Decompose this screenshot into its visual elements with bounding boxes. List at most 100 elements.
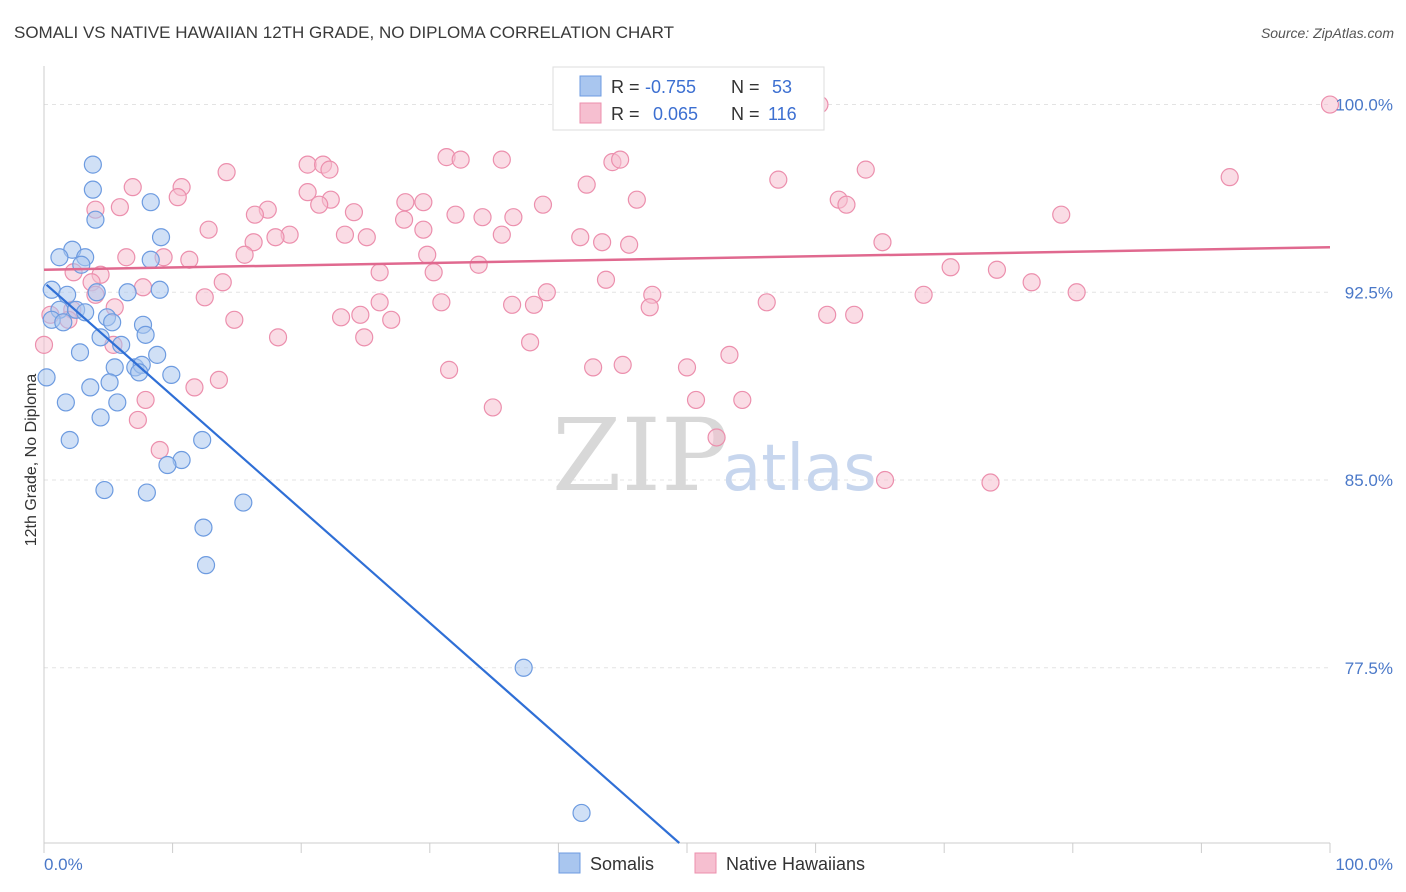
native-hawaiian-point bbox=[640, 298, 659, 317]
native-hawaiian-point bbox=[613, 355, 632, 374]
native-hawaiian-point bbox=[185, 378, 204, 397]
native-hawaiian-point bbox=[1220, 168, 1239, 187]
native-hawaiian-point bbox=[357, 228, 376, 247]
x-tick-labels: 0.0% 100.0% bbox=[44, 855, 1393, 874]
somali-point bbox=[112, 335, 131, 354]
native-hawaiian-point bbox=[123, 178, 142, 197]
native-hawaiian-point bbox=[128, 410, 147, 430]
native-hawaiian-point bbox=[117, 248, 136, 267]
legend-somali-n-value: 53 bbox=[772, 77, 792, 97]
native-hawaiian-point bbox=[298, 183, 317, 202]
native-hawaiian-point bbox=[370, 293, 389, 312]
native-hawaiian-point bbox=[914, 285, 933, 304]
native-hawaiian-point bbox=[492, 225, 511, 244]
native-hawaiian-point bbox=[424, 263, 443, 282]
native-hawaiian-point bbox=[503, 295, 522, 314]
native-hawaiian-point bbox=[596, 270, 616, 289]
somali-point bbox=[151, 228, 171, 247]
native-hawaiian-point bbox=[677, 358, 697, 377]
native-hawaiian-point bbox=[370, 263, 389, 282]
native-hawaiian-point bbox=[981, 473, 1000, 492]
native-hawaiian-point bbox=[469, 255, 488, 274]
native-hawaiian-point bbox=[571, 228, 590, 247]
y-tick-label: 77.5% bbox=[1345, 659, 1393, 678]
native-hawaiian-point bbox=[524, 295, 544, 314]
native-hawaiian-point bbox=[310, 195, 329, 214]
native-hawaiian-point bbox=[355, 328, 374, 347]
native-hawaiian-point bbox=[235, 245, 254, 264]
legend-somali-r-label: R = bbox=[611, 77, 640, 97]
native-hawaiian-point bbox=[1320, 95, 1340, 114]
native-hawaiian-point bbox=[110, 198, 129, 217]
native-hawaiian-point bbox=[818, 305, 837, 324]
native-hawaiian-point bbox=[180, 250, 199, 269]
somali-point bbox=[148, 345, 167, 364]
native-hawaiian-point bbox=[537, 283, 556, 302]
somali-point bbox=[58, 285, 77, 304]
somali-point bbox=[137, 483, 156, 502]
y-tick-label: 92.5% bbox=[1345, 283, 1393, 302]
x-tick-label-max: 100.0% bbox=[1335, 855, 1393, 874]
legend-somali-n-label: N = bbox=[731, 77, 760, 97]
somali-point bbox=[103, 313, 122, 332]
native-hawaiian-point bbox=[845, 305, 864, 324]
native-hawaiian-point bbox=[720, 345, 739, 364]
native-hawaiian-point bbox=[225, 310, 244, 329]
native-hawaiian-point bbox=[446, 205, 465, 224]
somali-point bbox=[81, 378, 100, 397]
native-hawaiian-point bbox=[439, 360, 459, 379]
somali-point bbox=[136, 325, 155, 344]
native-hawaiian-point bbox=[382, 310, 401, 329]
somali-point bbox=[141, 193, 160, 212]
native-hawaiian-point bbox=[483, 398, 502, 417]
series-legend-hawaiian-label: Native Hawaiians bbox=[726, 854, 865, 874]
somali-point bbox=[54, 313, 73, 332]
somali-point bbox=[150, 280, 169, 299]
somali-point bbox=[572, 803, 591, 823]
native-hawaiian-point bbox=[987, 260, 1007, 279]
native-hawaiian-point bbox=[1052, 205, 1071, 224]
native-hawaiian-point bbox=[136, 390, 155, 410]
series-legend-hawaiian-swatch bbox=[694, 852, 717, 874]
somali-point bbox=[91, 328, 110, 347]
somali-point bbox=[60, 430, 79, 450]
legend-hawaiian-r-value: 0.065 bbox=[653, 104, 698, 124]
native-hawaiian-point bbox=[837, 195, 856, 214]
somali-point bbox=[514, 658, 533, 677]
grid-lines bbox=[44, 104, 1330, 669]
trend-lines bbox=[43, 245, 1331, 844]
legend-hawaiian-r-label: R = bbox=[611, 104, 640, 124]
somali-point bbox=[72, 255, 91, 274]
somali-point bbox=[162, 365, 181, 384]
native-hawaiian-point bbox=[875, 470, 895, 490]
somali-points bbox=[37, 155, 591, 823]
watermark-zip: ZIP bbox=[552, 397, 728, 514]
native-hawaiian-point bbox=[266, 228, 285, 247]
native-hawaiian-point bbox=[396, 193, 415, 212]
somali-trend-line bbox=[45, 283, 681, 844]
native-hawaiian-point bbox=[686, 390, 706, 410]
somali-point bbox=[193, 430, 212, 450]
native-hawaiian-point bbox=[331, 308, 351, 327]
native-hawaiian-point bbox=[504, 208, 523, 227]
somali-point bbox=[50, 248, 69, 267]
legend-somali-swatch bbox=[579, 75, 602, 97]
somali-point bbox=[87, 283, 106, 302]
somali-point bbox=[37, 368, 56, 387]
somali-point bbox=[70, 343, 90, 362]
chart-title: SOMALI VS NATIVE HAWAIIAN 12TH GRADE, NO… bbox=[14, 23, 674, 42]
native-hawaiian-point bbox=[769, 170, 788, 189]
native-hawaiian-point bbox=[733, 390, 752, 410]
somali-point bbox=[105, 358, 124, 377]
native-hawaiian-point bbox=[473, 208, 492, 227]
somali-point bbox=[83, 180, 102, 199]
somali-point bbox=[234, 493, 253, 512]
series-legend: Somalis Native Hawaiians bbox=[558, 852, 865, 874]
native-hawaiian-point bbox=[627, 190, 646, 209]
native-hawaiian-point bbox=[268, 328, 288, 347]
native-hawaiian-point bbox=[533, 195, 553, 214]
legend-hawaiian-n-label: N = bbox=[731, 104, 760, 124]
native-hawaiian-point bbox=[707, 428, 726, 447]
native-hawaiian-point bbox=[213, 273, 232, 292]
native-hawaiian-point bbox=[168, 188, 187, 207]
